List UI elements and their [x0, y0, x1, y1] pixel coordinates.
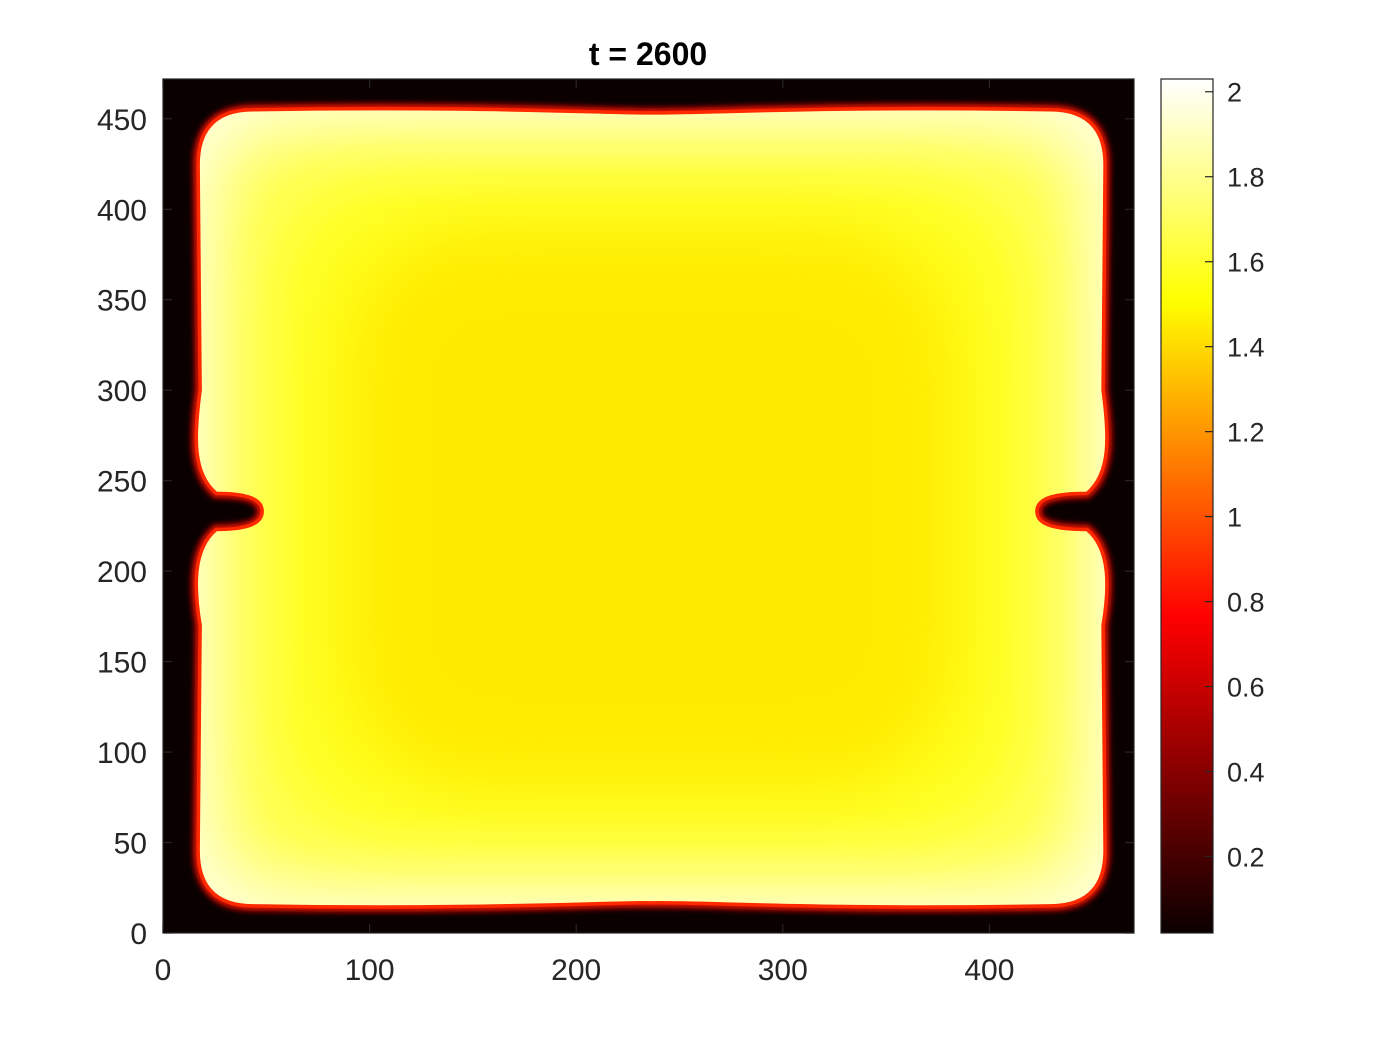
- colorbar-tick-label: 1: [1227, 503, 1242, 533]
- y-tick-label: 450: [97, 104, 147, 137]
- x-tick-label: 0: [155, 954, 172, 987]
- y-tick-label: 250: [97, 466, 147, 499]
- colorbar-tick-label: 2: [1227, 78, 1242, 108]
- y-tick-label: 50: [114, 828, 147, 861]
- x-tick-label: 100: [345, 954, 395, 987]
- colorbar-tick-label: 0.6: [1227, 673, 1265, 703]
- y-axis: 0 50 100 150 200 250 300 350 400 450: [97, 104, 1134, 951]
- axes-box: [162, 78, 1135, 934]
- heatmap-field: [191, 103, 1112, 912]
- colorbar-tick-label: 1.4: [1227, 333, 1265, 363]
- x-tick-label: 400: [964, 954, 1014, 987]
- y-tick-label: 350: [97, 285, 147, 318]
- colorbar-tick-label: 1.2: [1227, 418, 1265, 448]
- plot-area: [163, 79, 1134, 933]
- colorbar: [1160, 78, 1214, 934]
- chart-title: t = 2600: [589, 36, 707, 72]
- x-axis: 0 100 200 300 400: [155, 79, 1014, 987]
- colorbar-tick-label: 0.4: [1227, 758, 1265, 788]
- x-tick-label: 200: [551, 954, 601, 987]
- y-tick-label: 150: [97, 647, 147, 680]
- x-tick-label: 300: [758, 954, 808, 987]
- colorbar-tick-label: 1.6: [1227, 248, 1265, 278]
- y-tick-label: 100: [97, 737, 147, 770]
- y-tick-label: 400: [97, 194, 147, 227]
- region-interior: [196, 108, 1107, 907]
- colorbar-tick-label: 0.8: [1227, 588, 1265, 618]
- y-tick-label: 200: [97, 556, 147, 589]
- colorbar-tick-label: 0.2: [1227, 843, 1265, 873]
- colorbar-axis: 0.2 0.4 0.6 0.8 1 1.2 1.4 1.6 1.8 2: [1205, 78, 1265, 873]
- y-tick-label: 300: [97, 375, 147, 408]
- region-edge: [194, 106, 1109, 909]
- y-tick-label: 0: [130, 918, 147, 951]
- colorbar-tick-label: 1.8: [1227, 163, 1265, 193]
